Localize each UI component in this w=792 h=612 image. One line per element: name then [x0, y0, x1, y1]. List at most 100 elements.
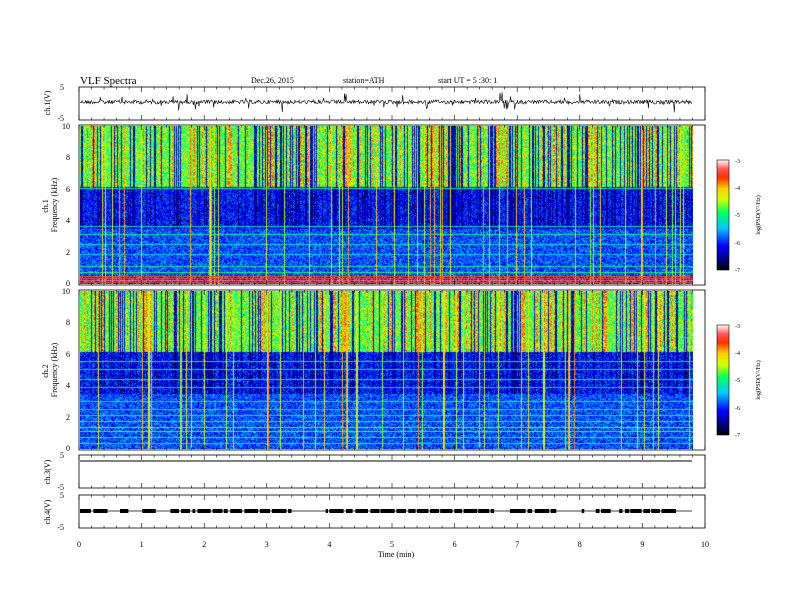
ch2-colorbar — [716, 324, 730, 436]
ch2-cbtick-m7: -7 — [735, 433, 740, 439]
date-label: Dec.26, 2015 — [251, 76, 294, 85]
x-tick-label: 3 — [265, 540, 269, 549]
ch1-waveform-trace — [79, 92, 693, 113]
ch2-cbtick-m4: -4 — [735, 351, 740, 357]
ch4-pulse — [509, 509, 526, 513]
ch4-pulse — [120, 509, 129, 513]
x-tick-label: 2 — [202, 540, 206, 549]
ch1-ytick-0: 0 — [66, 279, 70, 288]
ch2-ytick-2: 2 — [66, 413, 70, 422]
station-label: station=ATH — [343, 76, 385, 85]
ch4-pulse — [329, 509, 344, 513]
ch1-ytick-8: 8 — [66, 153, 70, 162]
ch2-colorbar-label: log(PSD(V²/Hz) — [755, 360, 762, 399]
ch4-pulse — [370, 509, 380, 513]
ch4-pulse — [534, 509, 550, 513]
x-tick-label: 8 — [578, 540, 582, 549]
x-axis-ticks — [78, 87, 706, 528]
ch4-pulse — [478, 509, 490, 513]
ch2-spectrogram-ylabel-line1: ch.2 — [41, 364, 50, 378]
ch4-pulse — [192, 509, 196, 513]
ch1-cbtick-m7: -7 — [735, 268, 740, 274]
ch4-pulse — [619, 509, 623, 513]
ch1-cbtick-m5: -5 — [735, 213, 740, 219]
ch4-waveform-ylabel: ch.4(V) — [43, 499, 52, 524]
ch4-pulse — [601, 509, 611, 513]
ch2-spectrogram-panel: 10 8 6 4 2 0 ch.2 Frequency (kHz) -3 -4 … — [41, 287, 762, 453]
ch4-pulse — [430, 509, 440, 513]
ch4-pulse — [325, 509, 328, 513]
ch4-pulse — [259, 509, 271, 513]
ch2-ytick-6: 6 — [66, 350, 70, 359]
ch4-pulse — [661, 509, 677, 513]
x-tick-label: 7 — [515, 540, 519, 549]
ch4-ytick-bottom: -5 — [57, 523, 64, 532]
ch2-cbtick-m3: -3 — [735, 324, 740, 330]
ch2-cbtick-m6: -6 — [735, 406, 740, 412]
ch2-spectrogram-heatmap — [80, 291, 693, 449]
ch2-ytick-8: 8 — [66, 318, 70, 327]
ch1-cbtick-m3: -3 — [735, 159, 740, 165]
ch4-pulse — [550, 509, 557, 513]
ch1-ytick-6: 6 — [66, 185, 70, 194]
ch4-waveform-pulses — [80, 509, 677, 513]
x-tick-label: 9 — [640, 540, 644, 549]
ch4-pulse — [595, 509, 600, 513]
ch2-ytick-0: 0 — [66, 444, 70, 453]
ch4-pulse — [396, 509, 407, 513]
ch4-pulse — [244, 509, 259, 513]
ch4-pulse — [643, 509, 651, 513]
ch3-ytick-top: 5 — [60, 451, 64, 460]
ch4-pulse — [416, 509, 429, 513]
ch4-waveform-panel: 5 -5 ch.4(V) — [43, 491, 706, 532]
x-tick-label: 1 — [140, 540, 144, 549]
ch4-pulse — [142, 509, 156, 513]
ch1-waveform-ylabel: ch.1(V) — [43, 90, 52, 115]
ch2-cbtick-m5: -5 — [735, 378, 740, 384]
figure-title: VLF Spectra — [80, 75, 137, 87]
ch1-ytick-bottom: -5 — [57, 114, 64, 123]
ch4-pulse — [212, 509, 223, 513]
ch3-ytick-bottom: -5 — [57, 483, 64, 492]
ch1-colorbar — [716, 159, 730, 271]
ch1-colorbar-label: log(PSD(V²/Hz) — [755, 195, 762, 234]
ch4-pulse — [271, 509, 287, 513]
ch1-spectrogram-panel: 10 8 6 4 2 0 ch.1 Frequency (kHz) -3 -4 … — [41, 122, 762, 288]
ch1-ytick-top: 5 — [60, 83, 64, 92]
x-tick-label: 6 — [453, 540, 457, 549]
ch4-pulse — [490, 509, 495, 513]
ch1-cbtick-m4: -4 — [735, 186, 740, 192]
ch2-spectrogram-image-holder — [80, 291, 693, 449]
ch4-pulse — [80, 509, 91, 513]
ch1-ytick-2: 2 — [66, 248, 70, 257]
ch1-spectrogram-heatmap — [80, 126, 693, 284]
ch4-pulse — [230, 509, 243, 513]
ch3-waveform-frame — [78, 454, 706, 489]
ch4-pulse — [345, 509, 353, 513]
x-axis-tick-labels: 0 1 2 3 4 5 6 7 8 9 10 — [77, 540, 709, 549]
ch1-ytick-10: 10 — [62, 122, 70, 131]
ch4-pulse — [170, 509, 179, 513]
ch1-waveform-frame — [78, 86, 706, 121]
ch4-pulse — [454, 509, 463, 513]
ch4-pulse — [581, 509, 585, 513]
x-tick-label: 10 — [701, 540, 709, 549]
x-tick-label: 4 — [327, 540, 331, 549]
ch1-cbtick-m6: -6 — [735, 241, 740, 247]
ch1-spectrogram-ylabel-line1: ch.1 — [41, 199, 50, 213]
ch2-ytick-10: 10 — [62, 287, 70, 296]
ch3-waveform-ylabel: ch.3(V) — [43, 459, 52, 484]
ch4-pulse — [625, 509, 630, 513]
x-tick-label: 5 — [390, 540, 394, 549]
ch4-pulse — [440, 509, 453, 513]
ch4-ytick-top: 5 — [60, 491, 64, 500]
ch4-pulse — [380, 509, 395, 513]
start-time-label: start UT = 5 :30: 1 — [438, 76, 497, 85]
ch1-spectrogram-ylabel-line2: Frequency (kHz) — [50, 177, 59, 232]
ch2-spectrogram-ylabel: ch.2 Frequency (kHz) — [41, 342, 59, 397]
x-tick-label: 0 — [77, 540, 81, 549]
ch4-pulse — [408, 509, 416, 513]
x-axis-label: Time (min) — [378, 550, 415, 559]
ch2-ytick-4: 4 — [66, 381, 70, 390]
ch3-waveform-panel: 5 -5 ch.3(V) — [43, 451, 706, 492]
